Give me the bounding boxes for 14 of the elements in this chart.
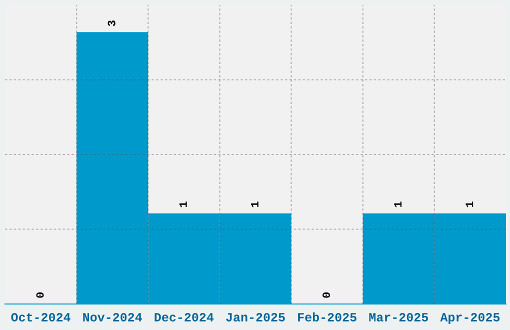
data-label: 1 [466, 202, 474, 208]
x-tick-label: Apr-2025 [440, 313, 500, 324]
data-label: 0 [322, 292, 330, 298]
data-label: 0 [36, 292, 44, 298]
x-tick-label: Mar-2025 [369, 313, 428, 322]
x-tick-label: Feb-2025 [298, 312, 356, 322]
x-tick-label: Oct-2024 [11, 313, 70, 322]
data-label: 3 [108, 20, 116, 26]
x-tick-label: Jan-2025 [226, 313, 285, 322]
x-tick-label: Dec-2024 [154, 313, 214, 322]
x-tick-label: Nov-2024 [83, 313, 142, 322]
data-label: 1 [179, 202, 187, 208]
data-label: 1 [394, 202, 402, 208]
data-label: 1 [251, 202, 258, 208]
